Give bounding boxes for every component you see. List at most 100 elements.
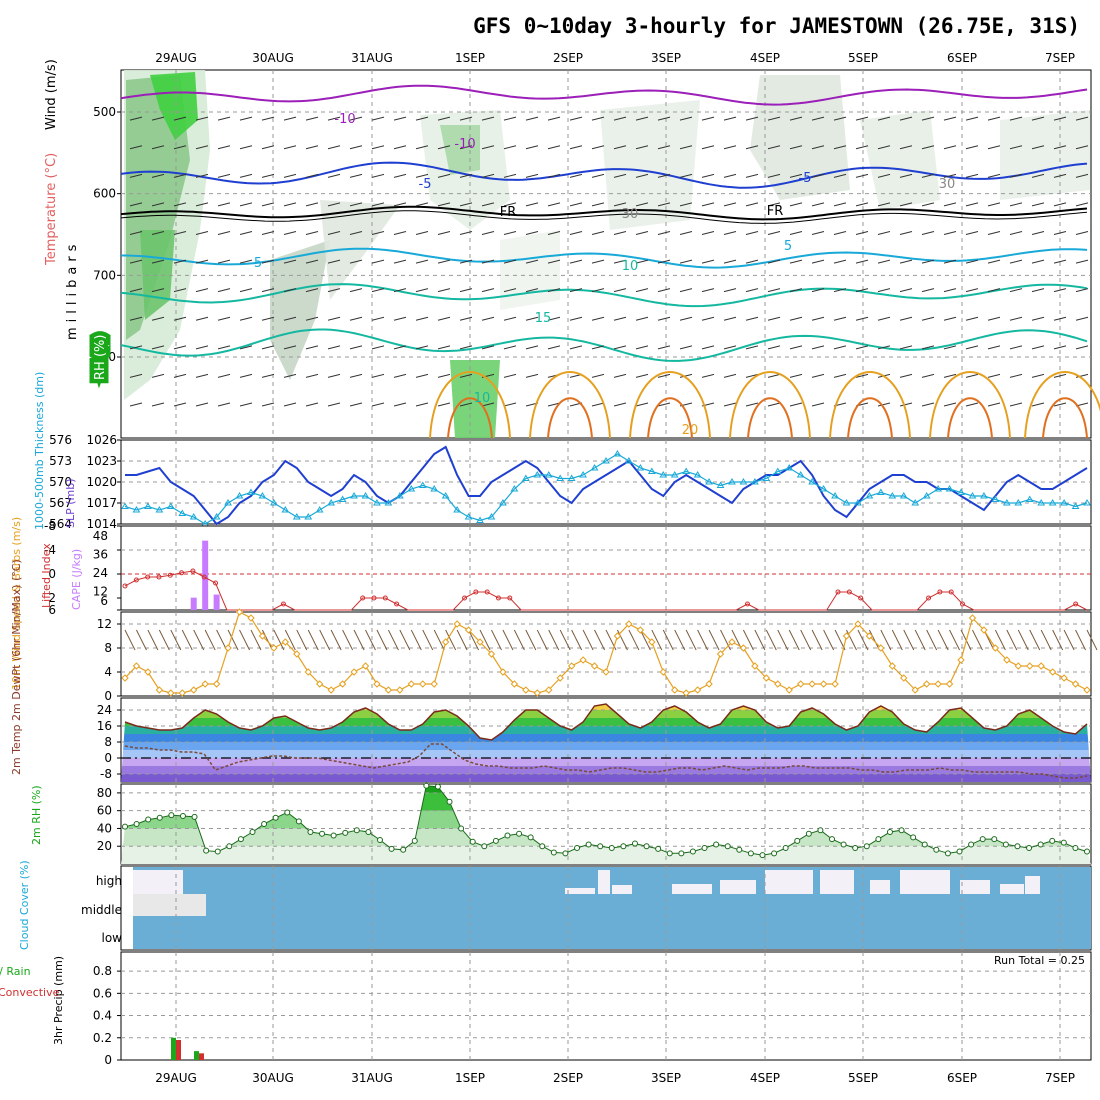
wind-barb xyxy=(723,373,737,378)
wind-barb xyxy=(151,173,165,178)
wind-barb xyxy=(261,316,275,321)
wind-barb xyxy=(965,231,979,235)
wind-barb xyxy=(261,202,275,207)
thickness-point xyxy=(132,506,141,513)
wind-barb xyxy=(745,173,759,178)
wind-barb xyxy=(943,345,957,350)
wind-speed-point xyxy=(625,620,633,628)
wind-barb xyxy=(151,259,165,264)
wind-barb xyxy=(1009,373,1023,378)
wind-barb xyxy=(613,288,627,293)
wind-barb xyxy=(481,288,495,293)
lifted-index-point xyxy=(484,589,490,595)
rh-point xyxy=(145,816,152,823)
wind-barb xyxy=(701,288,715,293)
wind-barb xyxy=(833,116,847,121)
wind-barb xyxy=(723,259,737,264)
bottom-date-axis: 29AUG 30AUG 31AUG 1SEP 2SEP 3SEP 4SEP 5SEP 6SEP 7… xyxy=(155,1071,1075,1085)
wind-barb xyxy=(789,116,803,121)
wind-barb xyxy=(767,316,781,321)
wind-barb xyxy=(1053,402,1067,407)
wind-axis-label: Wind (m/s) xyxy=(44,59,59,130)
wind-barb xyxy=(569,173,583,178)
wind-barb xyxy=(151,345,165,350)
thickness-point xyxy=(682,467,691,474)
bottom-date-label: 3SEP xyxy=(651,1071,681,1085)
thickness-point xyxy=(499,499,507,506)
rh-point xyxy=(840,841,847,848)
thickness-point xyxy=(625,457,633,464)
wind-barb xyxy=(1006,629,1018,651)
rh-shading xyxy=(150,72,198,140)
y-tick-label: -4 xyxy=(44,543,56,557)
wind-speed-point xyxy=(1083,686,1091,694)
wind-barb xyxy=(943,316,957,321)
temperature-axis-label: Temperature (°C) xyxy=(44,153,59,266)
lifted-index-point xyxy=(394,601,400,607)
thickness-line xyxy=(124,453,1088,525)
wind-barb xyxy=(371,202,385,207)
thickness-point xyxy=(556,474,565,481)
wind-barb xyxy=(195,288,209,293)
wind-speed-point xyxy=(819,680,828,688)
wind-barb xyxy=(569,259,583,264)
cloud-gap xyxy=(598,870,610,894)
cloud-level-label: middle xyxy=(81,903,122,917)
wind-barb xyxy=(701,116,715,121)
wind-barb xyxy=(701,202,715,207)
wind-speed-point xyxy=(739,644,748,652)
rh-point xyxy=(562,850,569,857)
rh-point xyxy=(353,827,360,834)
y-tick-label: -8 xyxy=(44,519,56,533)
thickness-point xyxy=(865,492,874,499)
wind-barb xyxy=(1075,202,1089,207)
rh-point xyxy=(724,843,731,850)
y-tick-label: 700 xyxy=(93,268,116,282)
wind-barb xyxy=(943,288,957,293)
wind-barb xyxy=(393,373,407,378)
rain-bar xyxy=(171,1037,176,1060)
wind-barb xyxy=(899,316,913,321)
wind-barb xyxy=(353,629,365,651)
wind-barb xyxy=(1009,259,1023,264)
wind-barb xyxy=(479,629,491,651)
thickness-point xyxy=(418,481,427,488)
wind-barb xyxy=(387,629,399,651)
wind-barb xyxy=(679,373,693,378)
wind-barb xyxy=(327,202,341,207)
thickness-point xyxy=(178,509,187,516)
thickness-point xyxy=(945,485,954,492)
bottom-date-label: 1SEP xyxy=(455,1071,485,1085)
contour-label: 30 xyxy=(622,207,639,222)
thickness-point xyxy=(1025,495,1034,502)
wind-barb xyxy=(745,116,759,121)
wind-barb xyxy=(720,629,731,651)
wind-barb xyxy=(1063,629,1075,651)
rh-point xyxy=(759,852,766,859)
wind-barb xyxy=(415,173,429,178)
contour-label: 15 xyxy=(535,311,552,326)
wind-barb xyxy=(965,316,979,321)
thickness-point xyxy=(453,506,462,513)
cape-tick-label: 12 xyxy=(93,585,108,599)
wind-barb xyxy=(833,288,847,293)
rh-axis-label: RH (%) xyxy=(93,335,108,380)
wind-speed-point xyxy=(808,680,816,688)
wind-barb xyxy=(239,116,253,121)
wind-barb xyxy=(1029,629,1041,651)
top-date-label: 2SEP xyxy=(553,51,583,65)
wind-barb xyxy=(261,116,275,121)
wind-barb xyxy=(327,316,341,321)
wind-speed-point xyxy=(533,689,541,697)
wind-barb xyxy=(217,316,231,321)
thickness-point xyxy=(189,513,198,520)
y-tick-label: 564 xyxy=(49,517,72,531)
wind-barb xyxy=(657,288,671,293)
cloud-axis-label: Cloud Cover (%) xyxy=(18,860,31,950)
rh-point xyxy=(829,836,836,843)
wind-barb xyxy=(415,373,429,378)
wind-barb xyxy=(445,629,457,651)
wind-barb xyxy=(503,345,517,350)
thickness-point xyxy=(728,478,736,485)
wind-barb xyxy=(943,173,957,178)
